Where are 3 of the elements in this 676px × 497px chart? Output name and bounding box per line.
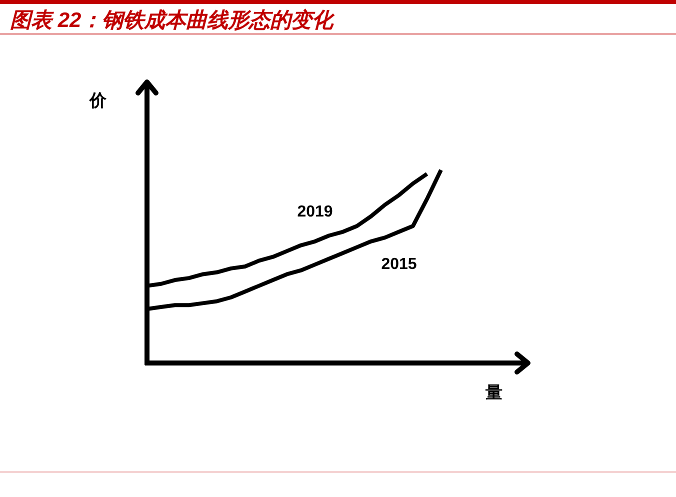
title: 图表 22：钢铁成本曲线形态的变化: [10, 9, 334, 32]
xlabel: 量: [486, 383, 502, 402]
ylabel: 价: [90, 91, 106, 110]
